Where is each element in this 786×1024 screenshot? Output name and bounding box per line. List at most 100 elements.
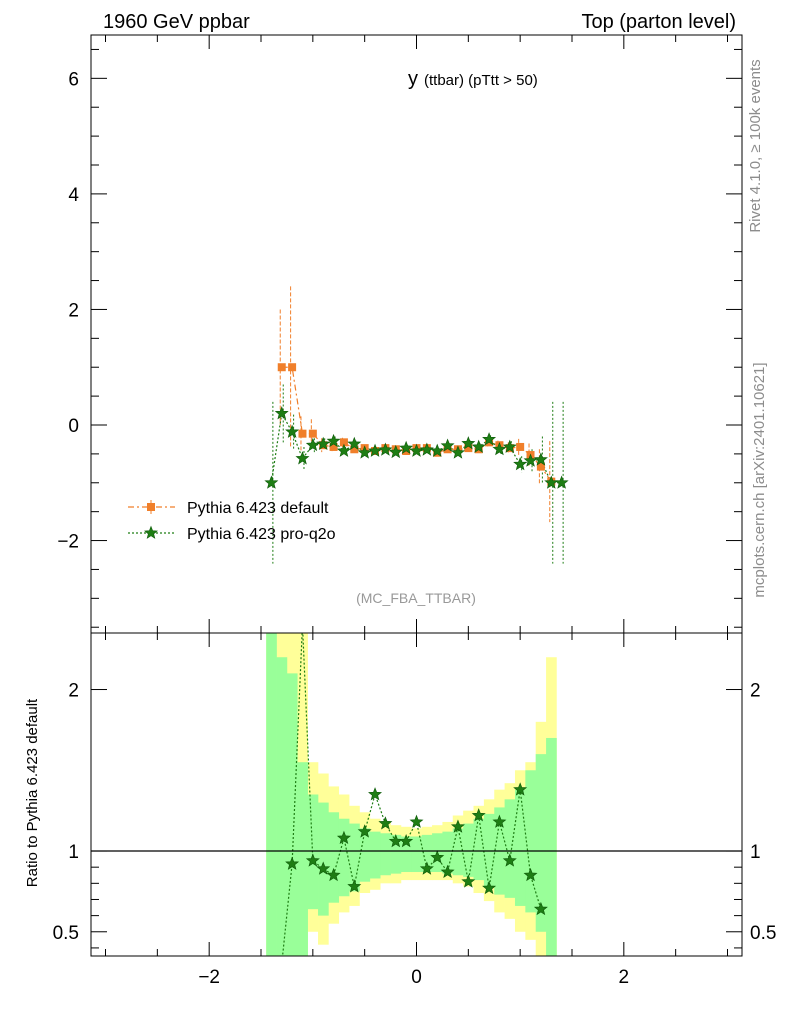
point-pro-q2o [347, 436, 362, 451]
point-pro-q2o [399, 440, 414, 455]
ratio-point [409, 814, 424, 828]
ratio-point [357, 824, 372, 838]
point-pro-q2o [471, 439, 486, 453]
ratio-point [440, 864, 455, 878]
ratio-frame [90, 632, 743, 957]
main-frame [90, 34, 743, 634]
ratio-clipped-group [266, 633, 557, 956]
ratio-point [471, 808, 486, 822]
ratio-point [461, 874, 476, 888]
point-default [443, 445, 452, 454]
point-pro-q2o [305, 437, 320, 452]
x-tick-label: 0 [411, 967, 422, 988]
point-pro-q2o [523, 453, 538, 467]
ratio-point [533, 901, 548, 916]
point-pro-q2o [440, 438, 455, 452]
ratio-axis-ticks: −2 0 2 0.5 0.5 1 1 2 2 [53, 633, 776, 988]
point-pro-q2o [492, 441, 507, 456]
ratio-y-tick-label: 1 [68, 842, 79, 863]
point-pro-q2o [326, 433, 341, 448]
ratio-y-axis-label: Ratio to Pythia 6.423 default [24, 698, 41, 887]
ratio-point [316, 861, 331, 875]
y-tick-label: −2 [57, 532, 79, 553]
ratio-point [336, 830, 351, 845]
y-tick-label: 2 [68, 300, 79, 321]
point-pro-q2o [316, 436, 331, 451]
point-default [288, 363, 297, 372]
main-panel: −2 0 2 4 6 y (ttbar) (pTtt > 50) (MC_FBA_TTB… [57, 34, 743, 634]
legend: Pythia 6.423 default Pythia 6.423 pro-q2… [128, 500, 336, 543]
band-green [463, 823, 474, 877]
ratio-point [502, 853, 517, 867]
ratio-y-tick-label-right: 2 [750, 681, 761, 702]
point-pro-q2o [482, 432, 497, 446]
band-green [369, 831, 381, 879]
point-pro-q2o [502, 439, 517, 453]
band-green [525, 770, 537, 913]
band-green [349, 823, 360, 892]
point-pro-q2o [388, 444, 403, 459]
point-default [536, 462, 545, 471]
band-green [390, 834, 402, 874]
ratio-y-tick-label-right: 0.5 [750, 923, 776, 944]
ratio-panel: −2 0 2 0.5 0.5 1 1 2 2 Ratio to Pythia 6.423 def… [24, 632, 776, 988]
point-pro-q2o [554, 475, 569, 489]
band-green [318, 802, 329, 916]
point-pro-q2o [513, 456, 528, 471]
header-left-label: 1960 GeV ppbar [103, 11, 250, 33]
point-pro-q2o [357, 445, 372, 459]
ratio-point [419, 861, 434, 875]
ratio-y-tick-label: 0.5 [53, 923, 79, 944]
ratio-point [513, 782, 528, 796]
legend-label-pro-q2o: Pythia 6.423 pro-q2o [187, 526, 336, 543]
point-default [308, 429, 317, 438]
mcplots-credit-label: mcplots.cern.ch [arXiv:2401.10621] [751, 362, 768, 597]
point-pro-q2o [285, 424, 300, 438]
point-pro-q2o [378, 442, 393, 456]
ratio-y-tick-label: 2 [68, 681, 79, 702]
point-pro-q2o [409, 443, 424, 457]
legend-item-pro-q2o: Pythia 6.423 pro-q2o [128, 525, 336, 543]
y-tick-label: 0 [68, 416, 79, 437]
plot-title-main: y [408, 68, 418, 90]
band-green [411, 836, 422, 873]
point-default [516, 442, 525, 451]
band-green [276, 657, 288, 956]
ratio-point [450, 819, 465, 833]
ratio-point [378, 816, 393, 830]
band-green [380, 833, 391, 876]
ratio-point [482, 880, 497, 895]
legend-marker-star [144, 525, 158, 539]
point-pro-q2o [274, 406, 289, 420]
point-default [464, 444, 473, 453]
ratio-y-tick-label-right: 1 [750, 842, 761, 863]
ratio-point [285, 856, 300, 870]
main-axis-ticks: −2 0 2 4 6 [57, 35, 742, 633]
ratio-point [326, 867, 341, 882]
band-green [483, 813, 495, 887]
x-tick-label: 2 [619, 967, 630, 988]
point-pro-q2o [461, 436, 476, 450]
ratio-point [305, 853, 320, 867]
point-pro-q2o [430, 443, 445, 457]
point-pro-q2o [336, 443, 351, 457]
ratio-point [368, 787, 383, 801]
point-pro-q2o [295, 451, 310, 465]
legend-marker-square [147, 503, 155, 511]
band-green [359, 828, 371, 882]
header-right-label: Top (parton level) [581, 11, 736, 33]
band-green [338, 818, 350, 897]
band-green [442, 831, 454, 874]
band-green [400, 836, 412, 873]
ratio-point [430, 850, 445, 864]
analysis-watermark: (MC_FBA_TTBAR) [356, 590, 476, 606]
point-default [329, 442, 338, 451]
point-default [350, 445, 359, 454]
point-default [277, 363, 286, 372]
ratio-plot-area [91, 633, 742, 956]
band-green [452, 828, 464, 876]
point-pro-q2o [368, 443, 383, 457]
x-tick-label: −2 [198, 967, 220, 988]
band-green [546, 737, 557, 956]
y-tick-label: 6 [68, 69, 79, 90]
